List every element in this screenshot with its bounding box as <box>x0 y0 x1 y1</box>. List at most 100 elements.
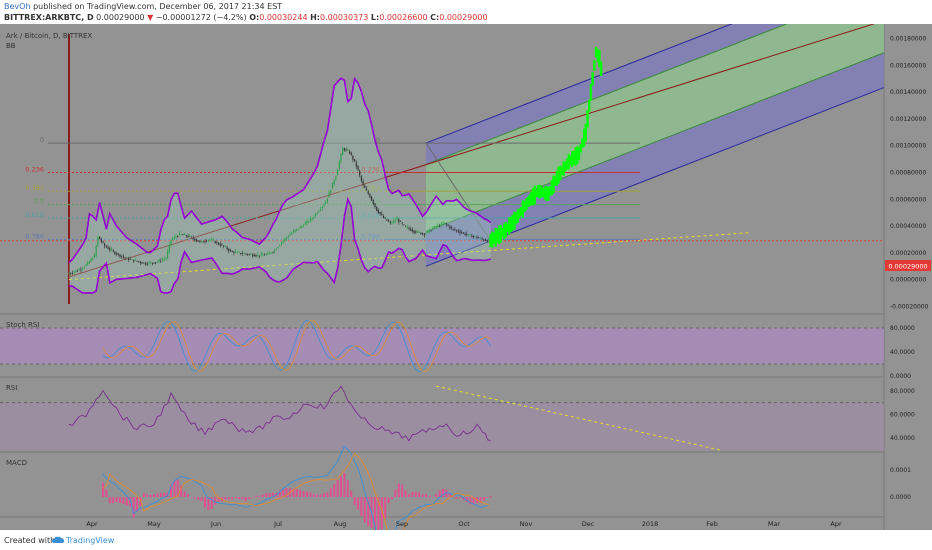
fib-label-left: 0.382 <box>25 184 44 192</box>
projection-bar <box>542 187 545 198</box>
fib-label-right: 0.382 <box>361 184 380 192</box>
candle-body <box>139 261 141 263</box>
stoch-tick-label: 0.0000 <box>890 373 911 380</box>
pitchfork-mid-lower-line[interactable] <box>425 52 885 232</box>
candle-body <box>102 241 104 243</box>
candle-body <box>430 230 432 232</box>
rsi-trendline[interactable] <box>436 385 721 451</box>
candle-body <box>153 262 155 264</box>
symbol-label: BITTREX:ARKBTC, D <box>4 13 94 22</box>
macd-histogram-bar <box>272 492 274 498</box>
fib-label-right: 0.786 <box>361 232 380 240</box>
macd-histogram-bar <box>459 497 461 499</box>
macd-histogram-bar <box>125 497 128 506</box>
candle-body <box>287 236 289 238</box>
macd-histogram-bar <box>227 497 230 500</box>
macd-histogram-bar <box>112 497 115 504</box>
macd-histogram-bar <box>187 494 189 498</box>
candle-body <box>78 269 80 271</box>
candle-body <box>313 216 315 219</box>
macd-histogram-bar <box>414 491 417 498</box>
projection-bar <box>567 154 570 170</box>
macd-histogram-bar <box>214 497 217 505</box>
macd-tick-label: 0.0000 <box>890 494 911 501</box>
candle-body <box>286 237 288 239</box>
candle-body <box>309 218 311 221</box>
macd-histogram-bar <box>163 492 166 498</box>
candle-body <box>224 246 226 248</box>
pitchfork-lower-zone <box>426 52 884 267</box>
candle-body <box>192 237 194 239</box>
macd-histogram-bar <box>343 472 346 498</box>
candle-body <box>442 223 444 225</box>
projection-bar <box>526 196 530 208</box>
candle-body <box>398 219 400 223</box>
tradingview-cloud-icon <box>52 536 64 543</box>
macd-histogram-bar <box>482 497 485 501</box>
macd-histogram-bar <box>316 494 319 498</box>
projection-bar <box>559 165 562 181</box>
price-tick-label: -0.00020000 <box>890 303 929 310</box>
tradingview-brand[interactable]: TradingView <box>66 536 115 545</box>
projection-bar <box>599 61 603 77</box>
rsi-tick-label: 40.0000 <box>890 435 915 442</box>
projection-bar <box>535 188 538 198</box>
author-link[interactable]: BevOh <box>4 2 31 11</box>
macd-histogram-bar <box>479 497 482 503</box>
stoch-k-line <box>102 319 491 373</box>
candle-body <box>374 203 376 208</box>
macd-histogram-bar <box>472 497 475 504</box>
candle-body <box>73 271 75 273</box>
candle-body <box>156 261 158 263</box>
candle-body <box>76 270 79 272</box>
candle-body <box>372 199 374 205</box>
projection-bar <box>528 194 531 206</box>
projection-bar <box>518 208 521 219</box>
pitchfork-median-line[interactable] <box>68 20 885 278</box>
macd-histogram-bar <box>285 488 288 498</box>
candle-body <box>457 230 459 232</box>
candle-body <box>121 255 123 257</box>
candle-body <box>328 192 330 198</box>
candle-body <box>170 239 172 246</box>
candle-body <box>320 209 322 211</box>
macd-histogram-bar <box>312 494 315 498</box>
candle-body <box>202 241 204 243</box>
pitchfork-handle[interactable] <box>425 142 492 242</box>
macd-histogram-bar <box>374 497 376 531</box>
macd-histogram-bar <box>360 497 363 516</box>
candle-body <box>265 254 267 255</box>
candle-body <box>182 234 184 236</box>
candle-body <box>296 228 298 231</box>
macd-histogram-bar <box>231 497 234 500</box>
macd-histogram-bar <box>299 490 302 498</box>
footer: Created with TradingView <box>0 530 932 550</box>
candle-body <box>221 244 223 246</box>
pitchfork-top-line[interactable] <box>425 0 884 144</box>
time-tick-label: Jun <box>210 520 221 528</box>
candle-body <box>343 148 345 151</box>
candle-body <box>479 238 481 239</box>
candle-body <box>177 236 179 238</box>
macd-histogram-bar <box>183 491 186 498</box>
candle-body <box>338 161 340 169</box>
candle-body <box>117 253 119 255</box>
candle-body <box>223 245 225 247</box>
candle-body <box>238 251 240 253</box>
fib-label-right: 0.618 <box>361 211 380 219</box>
projection-bar <box>538 184 542 199</box>
candle-body <box>367 191 369 195</box>
candle-body <box>161 259 164 261</box>
candle-body <box>246 253 249 255</box>
macd-histogram-bar <box>159 492 162 498</box>
candle-body <box>454 229 456 231</box>
projection-bar <box>581 138 584 148</box>
projection-bar <box>594 46 598 58</box>
candle-body <box>214 241 216 244</box>
candle-body <box>345 149 347 151</box>
macd-histogram-bar <box>170 484 172 498</box>
projection-bar <box>554 176 557 186</box>
candle-body <box>235 251 237 253</box>
